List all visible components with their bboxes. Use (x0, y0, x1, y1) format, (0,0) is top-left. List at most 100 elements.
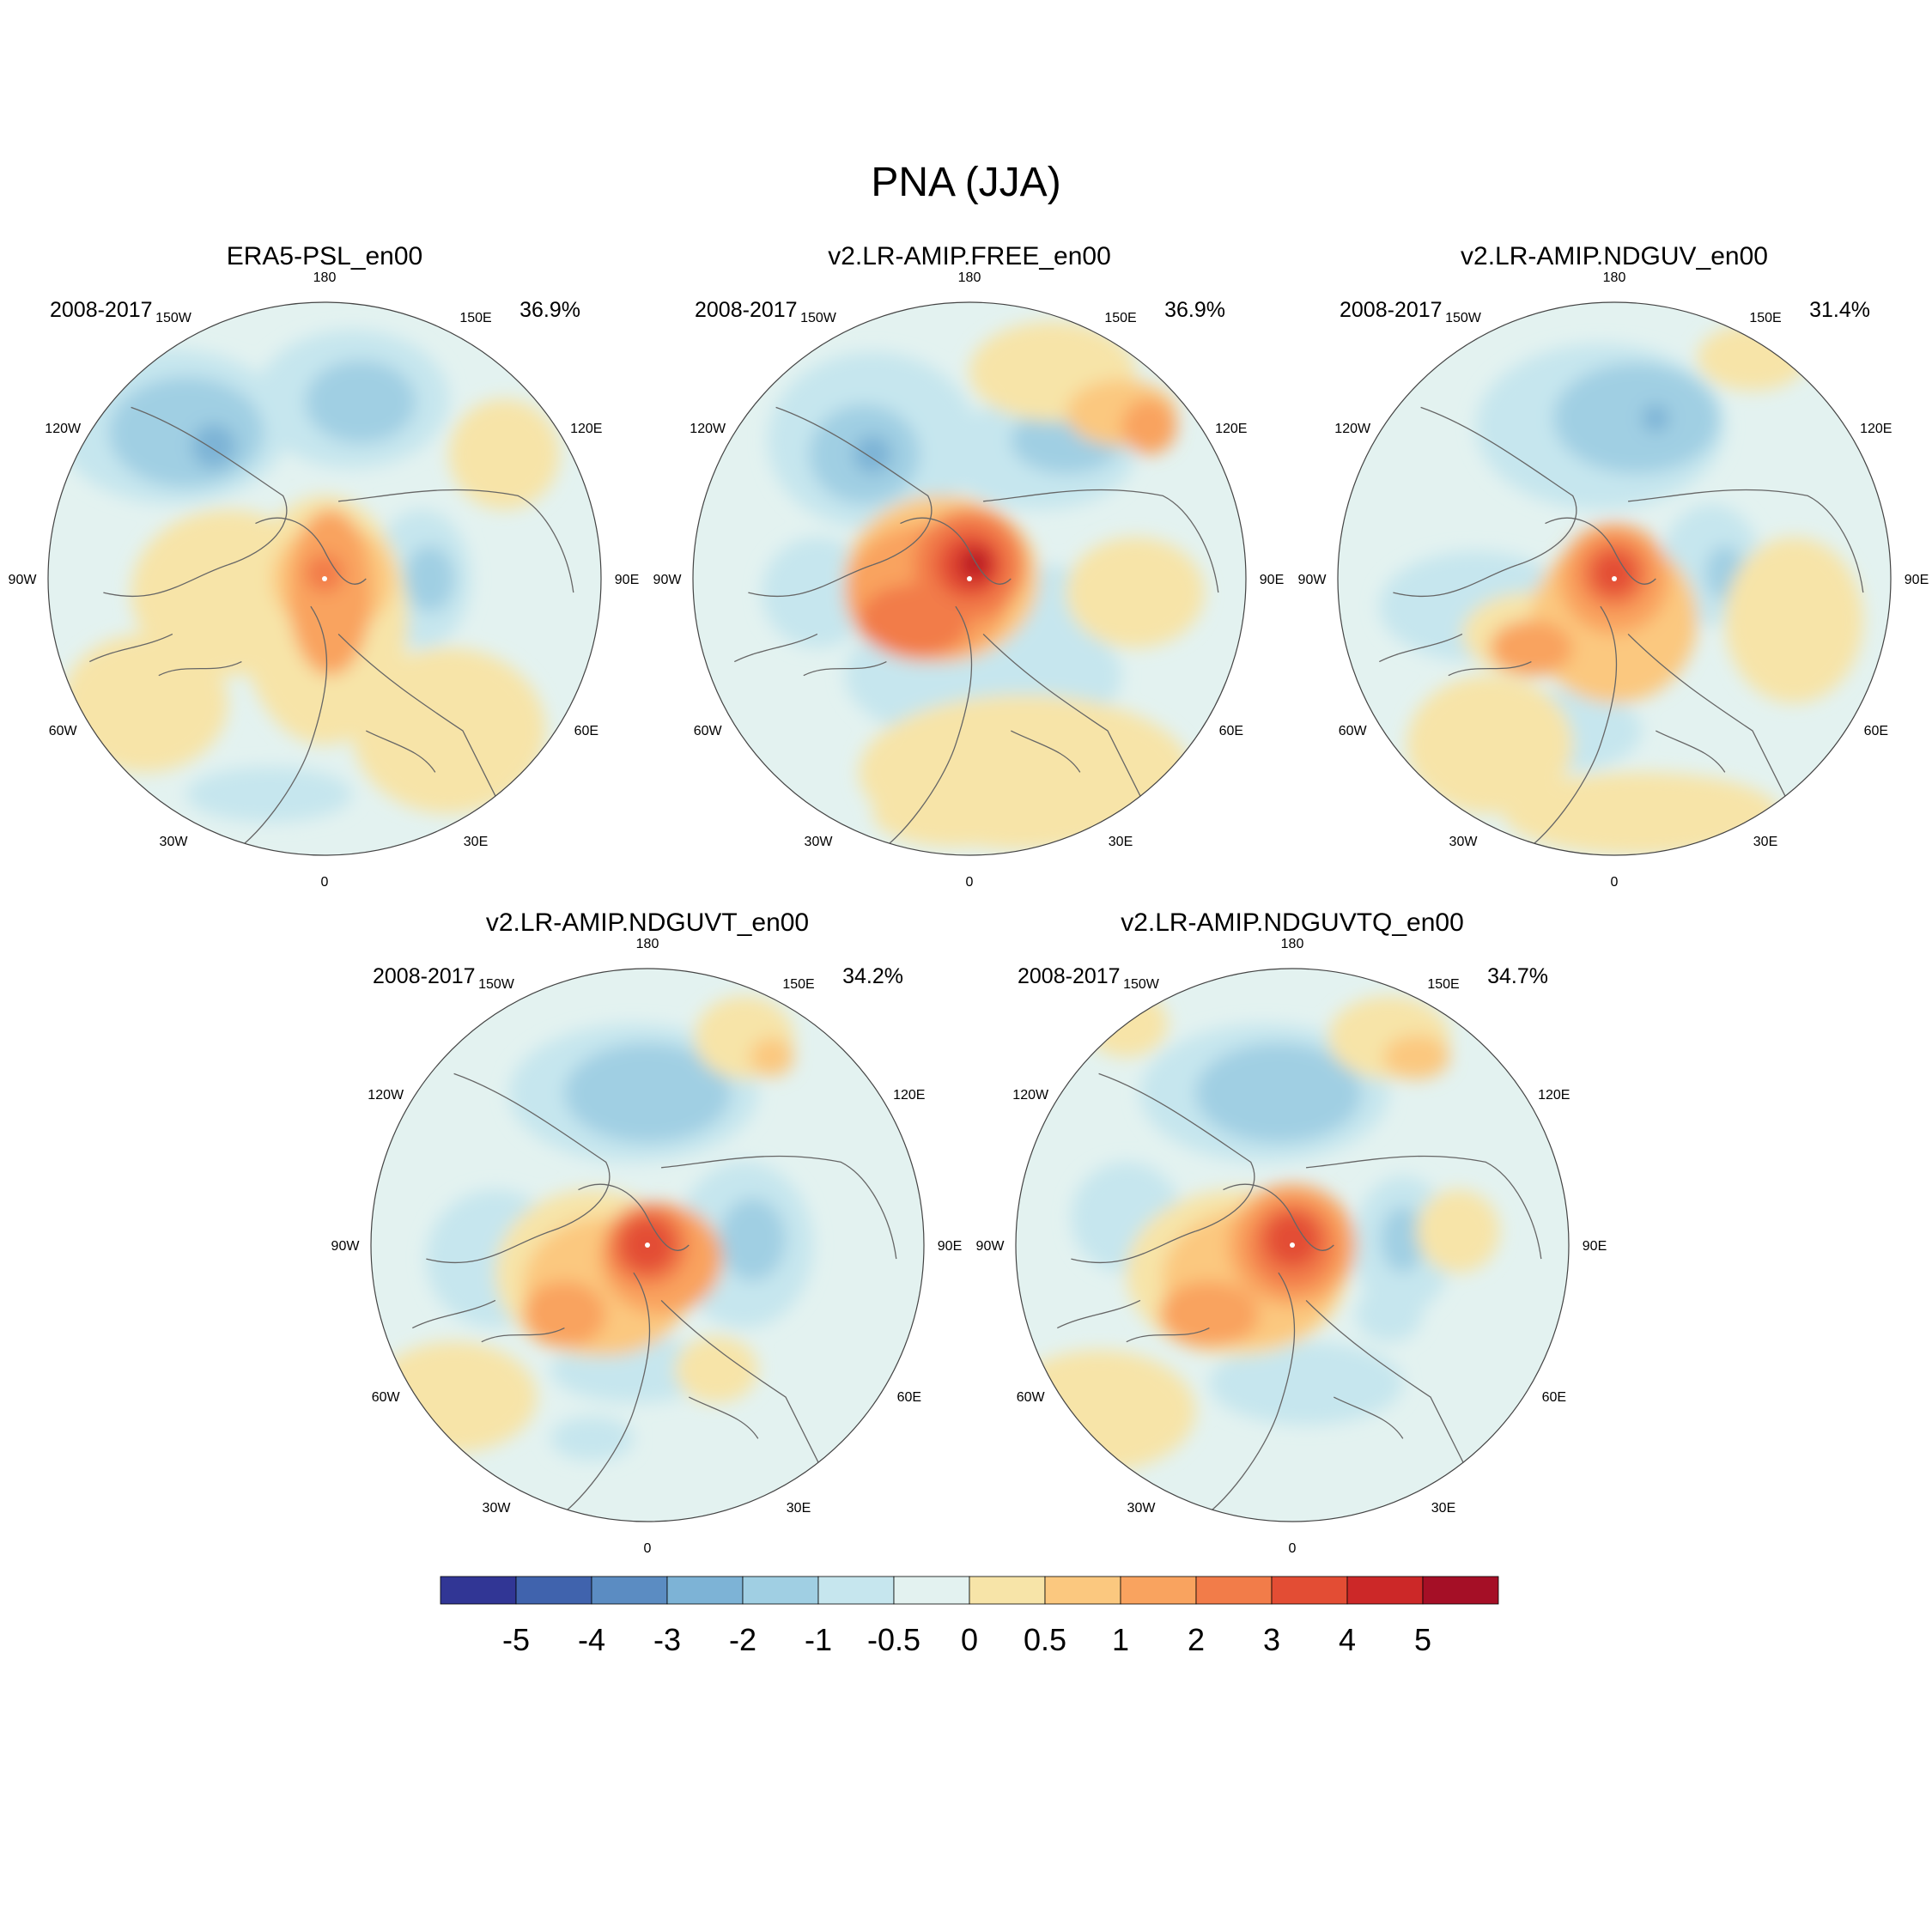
map-border (1337, 301, 1892, 856)
coastline (1223, 1183, 1334, 1251)
variance-label: 34.2% (842, 964, 903, 988)
anomaly-contour (1016, 1350, 1196, 1473)
anomaly-contour (762, 537, 873, 648)
anomaly-field (371, 996, 814, 1461)
colorbar-label: 0 (961, 1622, 978, 1657)
period-label: 2008-2017 (695, 298, 798, 322)
anomaly-contour (564, 1042, 731, 1143)
longitude-label: 150E (1427, 977, 1459, 992)
map-panel-ndguv: v2.LR-AMIP.NDGUV_en00 2008-2017 31.4% 180 15… (1298, 242, 1929, 890)
longitude-label: 90E (1260, 573, 1284, 587)
anomaly-contour (1209, 1341, 1403, 1425)
longitude-label: 0 (644, 1541, 652, 1556)
longitude-label: 60E (1219, 724, 1243, 738)
longitude-label: 60E (897, 1390, 921, 1405)
anomaly-contour (1381, 1206, 1425, 1273)
coastline (1071, 1230, 1196, 1263)
longitude-label: 0 (321, 875, 329, 890)
anomaly-field (56, 330, 560, 823)
longitude-label: 180 (1281, 937, 1304, 951)
coastline (1305, 1299, 1473, 1480)
map-disk (48, 302, 601, 855)
anomaly-field (762, 321, 1205, 850)
longitude-label: 90W (653, 573, 683, 587)
anomaly-contour (1066, 537, 1205, 648)
colorbar-swatch (1422, 1576, 1499, 1605)
coastline (366, 730, 436, 773)
variance-label: 31.4% (1809, 298, 1870, 322)
coastline (734, 633, 818, 663)
anomaly-contour (1642, 404, 1670, 433)
colorbar-label: -1 (805, 1622, 832, 1657)
anomaly-contour (305, 360, 416, 444)
longitude-label: 180 (313, 270, 337, 285)
longitude-label: 150W (800, 311, 837, 325)
longitude-label: 120E (570, 422, 602, 436)
longitude-label: 30E (787, 1501, 811, 1516)
coastline (872, 605, 973, 855)
coastlines (734, 406, 1219, 855)
coastline (1628, 489, 1864, 593)
map-border (1015, 968, 1570, 1522)
longitude-label: 30W (160, 835, 189, 849)
longitude-label: 120W (368, 1088, 404, 1103)
longitude-label: 0 (1289, 1541, 1297, 1556)
anomaly-contour (750, 1037, 794, 1077)
colorbar-label: -5 (502, 1622, 530, 1657)
colorbar-swatch (1044, 1576, 1121, 1605)
map-disk (693, 302, 1246, 855)
coastline (1098, 1072, 1255, 1232)
map-border (370, 968, 925, 1522)
coastline (1379, 633, 1463, 663)
anomaly-contour (1724, 537, 1863, 703)
longitude-label: 60W (1339, 724, 1368, 738)
colorbar-label: 5 (1414, 1622, 1431, 1657)
longitude-label: 150E (1749, 311, 1781, 325)
map-disk (371, 969, 924, 1522)
colorbar-label: 1 (1112, 1622, 1129, 1657)
coastline (1306, 1155, 1542, 1260)
longitude-label: 120E (893, 1088, 925, 1103)
longitude-label: 30W (483, 1501, 512, 1516)
panel-title: v2.LR-AMIP.FREE_en00 (828, 242, 1111, 270)
coastline (453, 1072, 611, 1232)
longitude-label: 150E (1104, 311, 1136, 325)
coastline (1517, 605, 1618, 855)
coastline (1126, 1327, 1210, 1343)
anomaly-contour (1553, 362, 1720, 474)
pole-marker (1290, 1242, 1295, 1248)
colorbar-swatch (742, 1576, 819, 1605)
colorbar-swatch (1195, 1576, 1273, 1605)
coastline (1195, 1272, 1296, 1522)
longitude-label: 90W (976, 1239, 1005, 1254)
coastline (775, 406, 933, 566)
longitude-label: 120E (1215, 422, 1247, 436)
colorbar-label: -3 (653, 1622, 681, 1657)
anomaly-contour (1264, 1212, 1321, 1267)
colorbar-swatch (591, 1576, 668, 1605)
colorbar-swatch (817, 1576, 895, 1605)
colorbar-swatch (1120, 1576, 1197, 1605)
pole-marker (322, 576, 327, 581)
coastline (578, 1183, 690, 1251)
longitude-label: 60E (1864, 724, 1888, 738)
coastline (426, 1230, 551, 1263)
longitude-label: 60E (1542, 1390, 1566, 1405)
colorbar-label: 0.5 (1024, 1622, 1066, 1657)
longitude-label: 180 (1603, 270, 1626, 285)
colorbar-swatch (440, 1576, 517, 1605)
coastlines (89, 406, 574, 855)
longitude-label: 90E (1905, 573, 1929, 587)
anomaly-contour (853, 434, 892, 474)
coastline (803, 661, 887, 677)
longitude-label: 150E (459, 311, 491, 325)
longitude-label: 60W (694, 724, 723, 738)
coastline (158, 661, 242, 677)
longitude-label: 30W (1127, 1501, 1157, 1516)
coastline (1545, 517, 1656, 585)
period-label: 2008-2017 (1018, 964, 1121, 988)
longitude-label: 60W (49, 724, 78, 738)
anomaly-contour (1490, 620, 1573, 676)
coastline (982, 633, 1150, 814)
longitude-label: 150W (1123, 977, 1160, 992)
